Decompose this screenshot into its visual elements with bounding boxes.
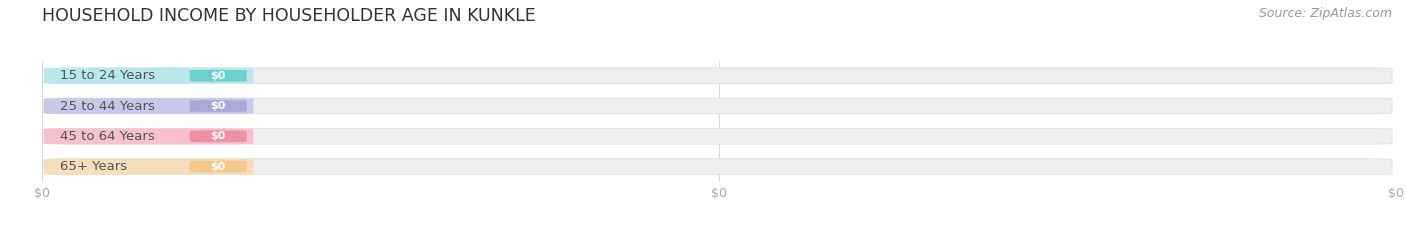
- FancyBboxPatch shape: [190, 70, 246, 82]
- FancyBboxPatch shape: [46, 68, 1392, 84]
- FancyBboxPatch shape: [44, 68, 253, 84]
- Text: $0: $0: [211, 162, 226, 171]
- FancyBboxPatch shape: [46, 159, 1392, 175]
- FancyBboxPatch shape: [46, 128, 1392, 144]
- Text: 65+ Years: 65+ Years: [60, 160, 127, 173]
- FancyBboxPatch shape: [44, 98, 253, 114]
- Text: HOUSEHOLD INCOME BY HOUSEHOLDER AGE IN KUNKLE: HOUSEHOLD INCOME BY HOUSEHOLDER AGE IN K…: [42, 7, 536, 25]
- Text: 25 to 44 Years: 25 to 44 Years: [60, 99, 155, 113]
- FancyBboxPatch shape: [44, 128, 253, 144]
- Text: Source: ZipAtlas.com: Source: ZipAtlas.com: [1258, 7, 1392, 20]
- FancyBboxPatch shape: [44, 159, 253, 175]
- FancyBboxPatch shape: [190, 161, 246, 172]
- Text: $0: $0: [211, 101, 226, 111]
- Text: $0: $0: [211, 131, 226, 141]
- Text: $0: $0: [211, 71, 226, 81]
- FancyBboxPatch shape: [46, 98, 1392, 114]
- Text: 15 to 24 Years: 15 to 24 Years: [60, 69, 155, 82]
- FancyBboxPatch shape: [190, 100, 246, 112]
- Text: 45 to 64 Years: 45 to 64 Years: [60, 130, 155, 143]
- FancyBboxPatch shape: [190, 130, 246, 142]
